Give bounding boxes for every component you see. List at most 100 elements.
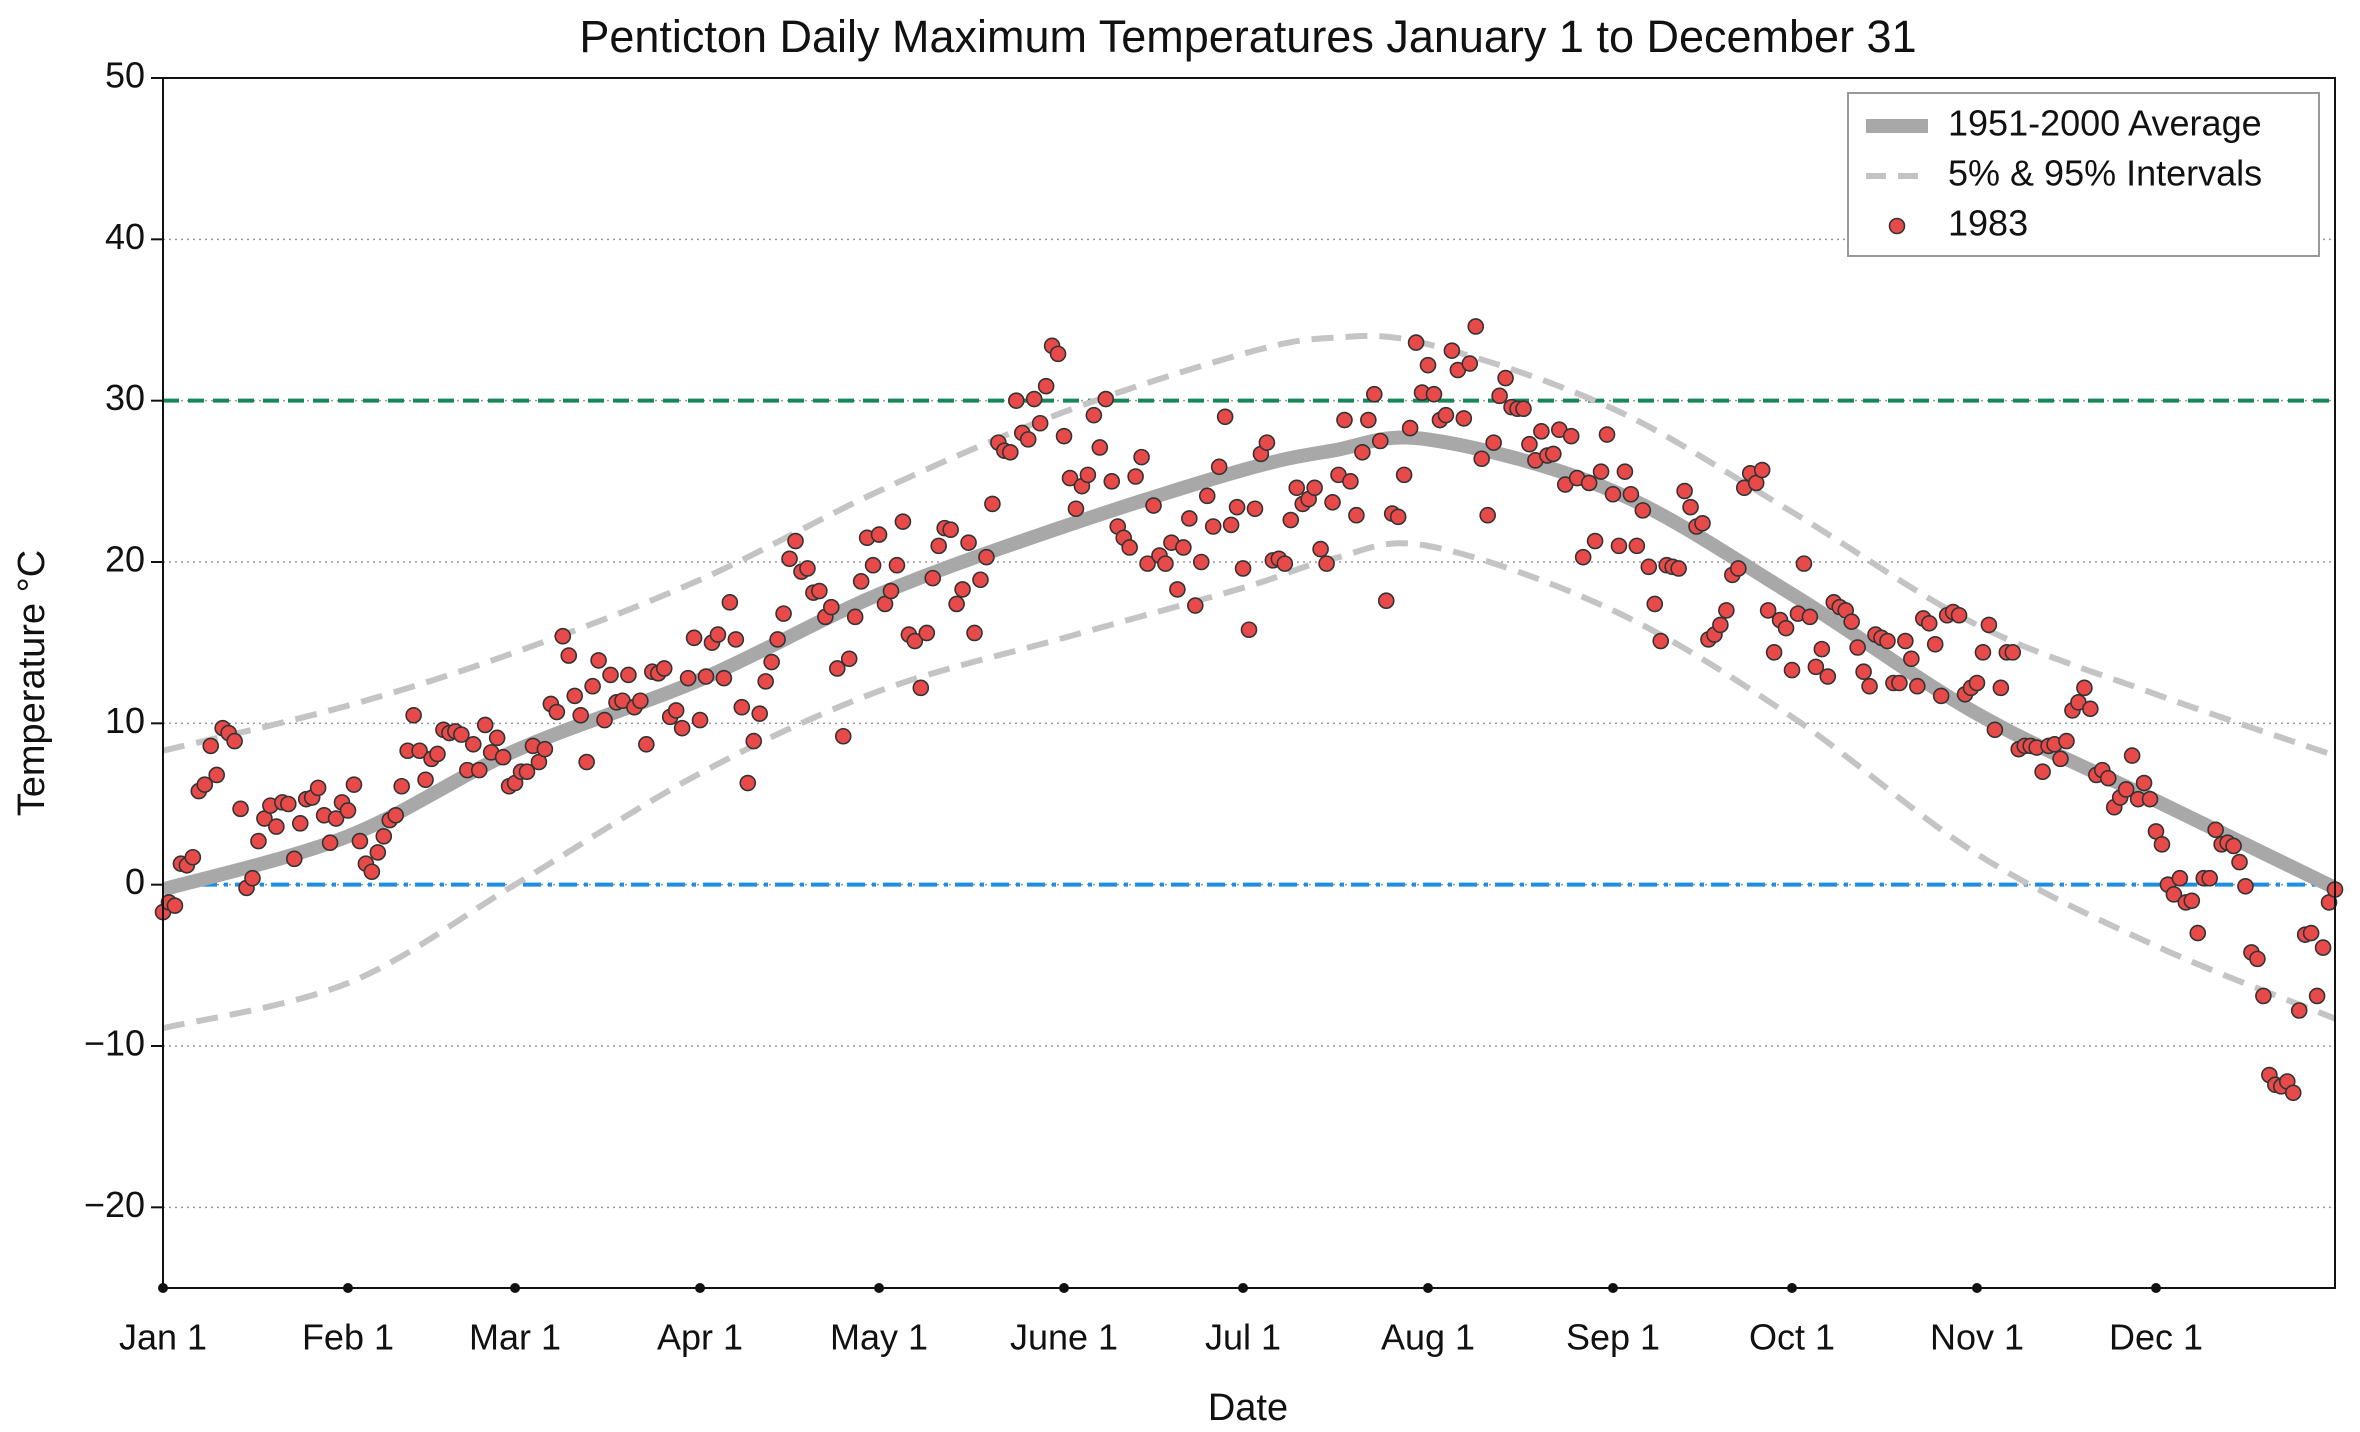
y-axis-label: Temperature °C: [11, 550, 53, 817]
data-point: [548, 703, 566, 721]
data-point: [1186, 597, 1204, 614]
data-point: [757, 673, 774, 690]
data-point: [602, 666, 619, 684]
data-point: [1037, 377, 1055, 395]
y-tick-label: 30: [105, 377, 145, 418]
data-point: [942, 521, 959, 539]
data-point: [2225, 837, 2242, 855]
data-point: [363, 863, 381, 881]
data-point: [1348, 506, 1365, 524]
data-point: [1354, 443, 1371, 461]
data-point: [1181, 510, 1198, 527]
data-point: [2207, 821, 2224, 839]
data-point: [1968, 674, 1986, 692]
data-point: [906, 632, 924, 650]
data-point: [244, 869, 261, 887]
data-point: [1521, 435, 1538, 453]
data-point: [1371, 432, 1389, 450]
data-point: [972, 571, 989, 589]
data-point: [1461, 355, 1479, 372]
data-point: [930, 537, 948, 555]
x-tick-label: Oct 1: [1749, 1317, 1835, 1358]
data-point: [1336, 411, 1353, 429]
data-point: [232, 800, 249, 818]
data-point: [1628, 537, 1646, 555]
data-point: [560, 647, 578, 664]
data-point: [1204, 518, 1222, 535]
data-point: [1574, 548, 1592, 566]
data-point: [226, 732, 243, 750]
data-point: [948, 595, 965, 613]
data-point: [2290, 1002, 2308, 1019]
data-point: [894, 513, 912, 530]
data-point: [1670, 560, 1687, 577]
data-point: [1425, 385, 1443, 403]
data-point: [2058, 732, 2075, 750]
data-point: [727, 631, 745, 648]
data-point: [1002, 443, 1019, 461]
data-point: [1025, 390, 1043, 408]
data-point: [846, 608, 864, 626]
data-point: [1103, 473, 1121, 490]
data-point: [1795, 555, 1813, 572]
data-point: [1145, 497, 1162, 514]
data-point: [578, 753, 595, 771]
data-point: [2123, 747, 2141, 764]
data-point: [1622, 485, 1640, 503]
data-point: [1861, 677, 1878, 695]
data-point: [1473, 450, 1491, 468]
data-point: [834, 727, 852, 745]
data-point: [638, 736, 655, 753]
data-point: [2314, 939, 2332, 956]
data-point: [1712, 616, 1729, 634]
data-point: [673, 719, 691, 737]
data-point: [1801, 608, 1819, 626]
data-point: [464, 736, 482, 753]
x-tick-label: Sep 1: [1566, 1317, 1660, 1358]
data-point: [882, 582, 900, 600]
data-point: [411, 742, 428, 760]
data-point: [799, 560, 816, 577]
data-point: [2171, 869, 2189, 887]
data-point: [1926, 635, 1944, 653]
data-point: [1598, 426, 1616, 443]
data-point: [1813, 640, 1831, 658]
data-point: [852, 573, 870, 590]
data-point: [1240, 621, 1258, 639]
y-tick-label: −20: [84, 1184, 145, 1225]
data-point: [1545, 445, 1562, 463]
data-point: [1759, 602, 1777, 619]
data-point: [775, 605, 792, 622]
data-point: [202, 737, 220, 755]
data-point: [1479, 506, 1496, 524]
data-point: [864, 556, 882, 574]
data-point: [1258, 434, 1276, 451]
data-point: [709, 626, 727, 643]
plot-frame: [162, 77, 2336, 1289]
data-point: [2099, 769, 2117, 787]
data-point: [1765, 644, 1783, 661]
data-point: [1533, 423, 1550, 440]
data-point: [351, 832, 369, 850]
data-point: [2237, 877, 2254, 895]
data-point: [691, 711, 709, 729]
data-point: [1455, 410, 1473, 427]
data-point: [685, 629, 703, 647]
data-point: [1920, 615, 1938, 632]
data-point: [566, 687, 584, 705]
data-point: [1318, 555, 1335, 572]
data-point: [1055, 427, 1073, 445]
data-point: [1395, 466, 1413, 484]
data-point: [1909, 677, 1926, 695]
data-point: [1097, 390, 1115, 408]
data-point: [1897, 632, 1914, 650]
data-point: [2004, 644, 2022, 661]
data-point: [369, 844, 387, 861]
y-tick-label: 50: [105, 55, 145, 96]
data-point: [327, 810, 345, 827]
data-point: [1592, 463, 1610, 480]
data-point: [751, 705, 769, 722]
data-point: [321, 834, 339, 852]
data-point: [1807, 658, 1825, 676]
data-point: [1377, 592, 1395, 610]
